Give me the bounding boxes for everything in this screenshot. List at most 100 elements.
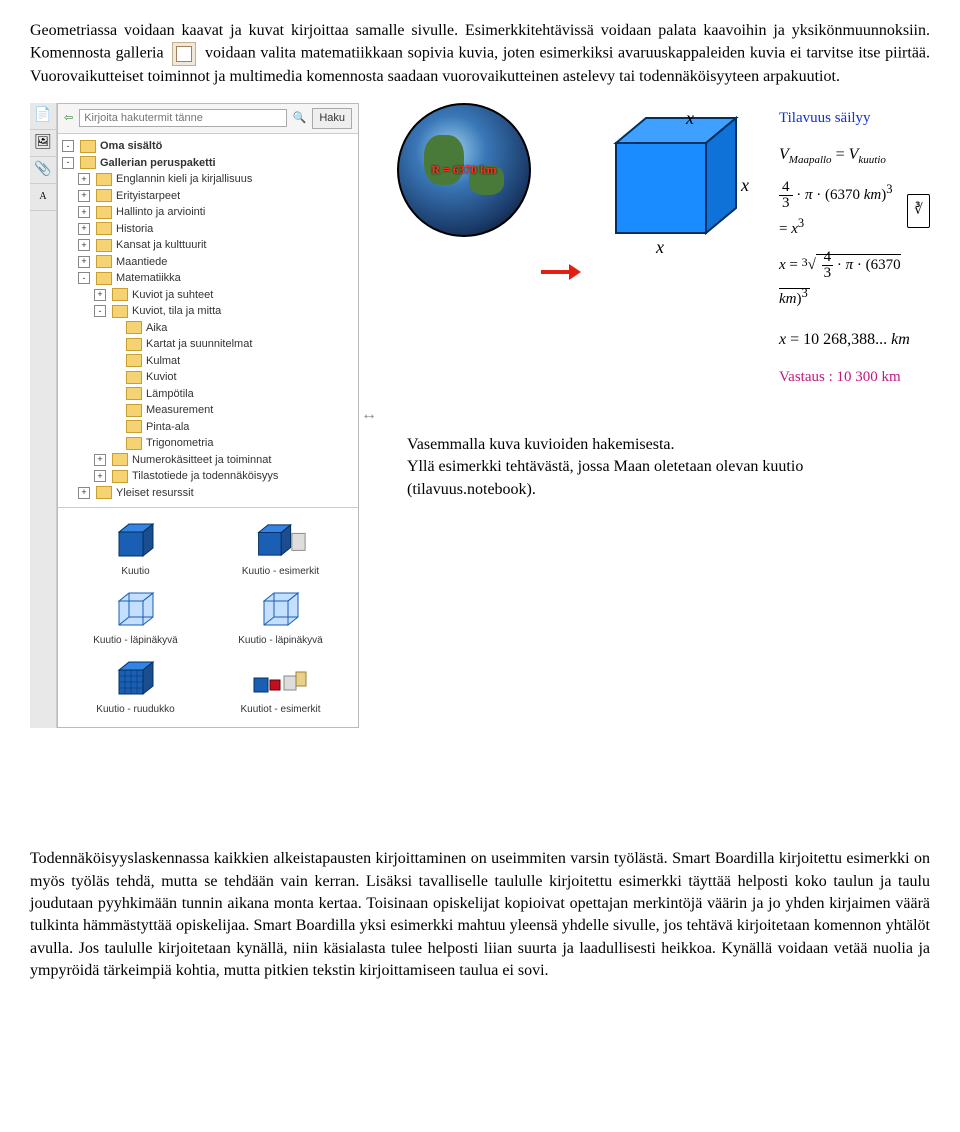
folder-icon	[96, 222, 112, 235]
expand-icon[interactable]: +	[78, 223, 90, 235]
folder-icon	[96, 206, 112, 219]
formulas: Tilavuus säilyy VMaapallo = Vkuutio 4 3 …	[779, 103, 930, 392]
tree-item[interactable]: Aika	[62, 320, 356, 337]
tree-item-label: Kuviot	[146, 369, 177, 386]
tree-item-label: Erityistarpeet	[116, 188, 180, 205]
thumb-image	[251, 518, 311, 562]
gallery-thumb[interactable]: Kuutio - läpinäkyvä	[211, 587, 350, 648]
tab-attach-icon[interactable]: 📎	[30, 157, 56, 184]
tree-item-label: Oma sisältö	[100, 138, 162, 155]
folder-icon	[112, 470, 128, 483]
folder-icon	[112, 288, 128, 301]
folder-icon	[96, 272, 112, 285]
expand-icon[interactable]: +	[78, 487, 90, 499]
thumb-label: Kuutio - esimerkit	[242, 565, 319, 579]
tree-item-label: Matematiikka	[116, 270, 181, 287]
gallery-icon	[172, 42, 196, 66]
thumb-image	[251, 587, 311, 631]
gallery-tree: -Oma sisältö-Gallerian peruspaketti+Engl…	[58, 134, 358, 507]
expand-icon[interactable]: +	[78, 206, 90, 218]
cube-root-note: ∛	[907, 194, 930, 228]
tree-item[interactable]: Kuviot	[62, 369, 356, 386]
tree-item[interactable]: Lämpötila	[62, 386, 356, 403]
formula-title: Tilavuus säilyy	[779, 103, 930, 133]
tree-item[interactable]: +Maantiede	[62, 254, 356, 271]
collapse-icon[interactable]: -	[78, 272, 90, 284]
tree-item[interactable]: + Hallinto ja arviointi	[62, 204, 356, 221]
tree-item-label: Kulmat	[146, 353, 180, 370]
tree-item[interactable]: Trigonometria	[62, 435, 356, 452]
thumb-label: Kuutiot - esimerkit	[240, 703, 320, 717]
back-arrow-icon[interactable]: ⇦	[64, 111, 73, 126]
tree-item[interactable]: + Englannin kieli ja kirjallisuus	[62, 171, 356, 188]
cube-label-bottom: x	[656, 235, 664, 260]
caption-line-2: Yllä esimerkki tehtävästä, jossa Maan ol…	[407, 456, 827, 501]
folder-icon	[96, 239, 112, 252]
tree-item-label: Aika	[146, 320, 167, 337]
formula-1: VMaapallo = Vkuutio	[779, 139, 930, 171]
gallery-panel: ⇦ 🔍 Haku -Oma sisältö-Gallerian peruspak…	[57, 103, 359, 728]
expand-icon[interactable]: +	[78, 239, 90, 251]
folder-icon	[126, 338, 142, 351]
tree-item-label: Kuviot ja suhteet	[132, 287, 213, 304]
expand-icon[interactable]: +	[78, 256, 90, 268]
tree-item[interactable]: -Gallerian peruspaketti	[62, 155, 356, 172]
collapse-icon[interactable]: -	[62, 157, 74, 169]
tree-item[interactable]: - Oma sisältö	[62, 138, 356, 155]
expand-icon[interactable]: +	[94, 454, 106, 466]
tree-item-label: Hallinto ja arviointi	[116, 204, 205, 221]
tree-item[interactable]: +Tilastotiede ja todennäköisyys	[62, 468, 356, 485]
tree-item[interactable]: Measurement	[62, 402, 356, 419]
tree-item-label: Pinta-ala	[146, 419, 189, 436]
tree-item[interactable]: Kulmat	[62, 353, 356, 370]
resize-handle[interactable]: ↔	[359, 103, 379, 728]
cube-label-top: x	[686, 106, 694, 131]
tab-text-icon[interactable]: A	[30, 184, 56, 211]
tab-image-icon[interactable]: 🖼	[30, 130, 56, 157]
tree-item[interactable]: Kartat ja suunnitelmat	[62, 336, 356, 353]
collapse-icon[interactable]: -	[62, 140, 74, 152]
gallery-thumb[interactable]: Kuutio - esimerkit	[211, 518, 350, 579]
tree-item-label: Kuviot, tila ja mitta	[132, 303, 221, 320]
search-input[interactable]	[79, 109, 286, 127]
gallery-thumb[interactable]: Kuutio - läpinäkyvä	[66, 587, 205, 648]
tree-item[interactable]: + Kuviot ja suhteet	[62, 287, 356, 304]
search-button[interactable]: Haku	[312, 108, 352, 129]
para1-text-b: voidaan valita matematiikkaan sopivia ku…	[30, 45, 930, 85]
folder-icon	[126, 387, 142, 400]
earth-radius-label: R = 6370 km	[431, 161, 496, 178]
tree-item[interactable]: Pinta-ala	[62, 419, 356, 436]
tree-item[interactable]: +Numerokäsitteet ja toiminnat	[62, 452, 356, 469]
folder-icon	[126, 371, 142, 384]
arrow-icon	[541, 266, 581, 278]
tree-item-label: Lämpötila	[146, 386, 194, 403]
gallery-thumb[interactable]: Kuutio - ruudukko	[66, 656, 205, 717]
tree-item[interactable]: - Matematiikka	[62, 270, 356, 287]
collapse-icon[interactable]: -	[94, 305, 106, 317]
example-content: R = 6370 km x x x Tilavuus säilyy VMaapa…	[397, 103, 930, 728]
expand-icon[interactable]: +	[78, 173, 90, 185]
cube-label-right: x	[741, 173, 749, 198]
folder-icon	[96, 486, 112, 499]
tree-item[interactable]: + Erityistarpeet	[62, 188, 356, 205]
folder-icon	[112, 453, 128, 466]
tree-item-label: Yleiset resurssit	[116, 485, 194, 502]
tree-item-label: Kansat ja kulttuurit	[116, 237, 207, 254]
gallery-thumb[interactable]: Kuutio	[66, 518, 205, 579]
tree-item[interactable]: - Kuviot, tila ja mitta	[62, 303, 356, 320]
gallery-thumb[interactable]: Kuutiot - esimerkit	[211, 656, 350, 717]
tree-item[interactable]: + Yleiset resurssit	[62, 485, 356, 502]
paragraph-1: Geometriassa voidaan kaavat ja kuvat kir…	[30, 20, 930, 89]
tree-item[interactable]: +Historia	[62, 221, 356, 238]
thumb-label: Kuutio - läpinäkyvä	[238, 634, 323, 648]
thumb-label: Kuutio	[121, 565, 149, 579]
expand-icon[interactable]: +	[78, 190, 90, 202]
tab-page-icon[interactable]: 📄	[30, 103, 56, 130]
cube-diagram: x x x	[591, 103, 761, 253]
thumb-image	[106, 656, 166, 700]
tree-item-label: Englannin kieli ja kirjallisuus	[116, 171, 252, 188]
tree-item[interactable]: + Kansat ja kulttuurit	[62, 237, 356, 254]
folder-icon	[126, 321, 142, 334]
expand-icon[interactable]: +	[94, 289, 106, 301]
expand-icon[interactable]: +	[94, 470, 106, 482]
